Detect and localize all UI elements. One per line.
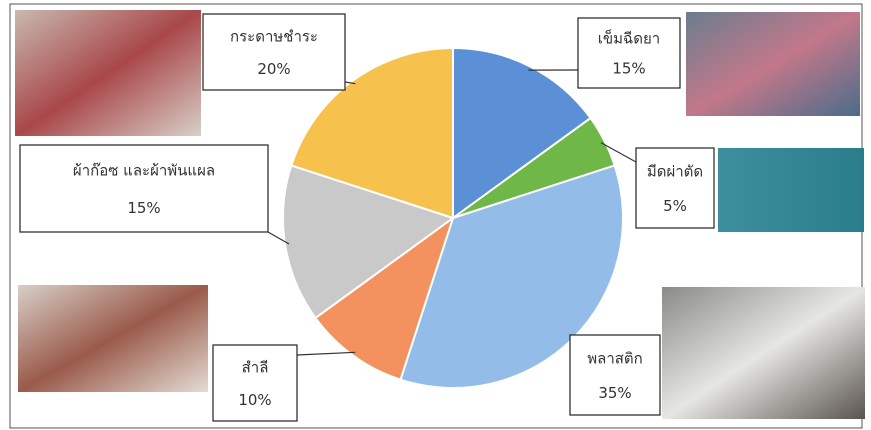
category-label: สำลี [242,358,269,376]
photo [686,12,860,116]
value-label: 20% [257,60,290,78]
category-label: ผ้าก๊อซ และผ้าพันแผล [73,162,215,180]
value-label: 10% [238,391,271,409]
value-label: 35% [598,384,631,402]
photo [662,287,865,419]
category-label: พลาสติก [587,350,642,368]
leader-line [267,231,290,245]
leader-line [296,351,356,356]
label-box [569,334,661,416]
label-box [19,144,269,233]
leader-line [344,81,356,85]
category-label: เข็มฉีดยา [598,29,660,48]
label-box [635,147,715,229]
photo [15,10,201,136]
pie-slice [452,46,592,220]
category-label: มีดผ่าตัด [647,163,703,181]
category-label: กระดาษชำระ [230,27,318,45]
value-label: 15% [127,199,160,217]
value-label: 5% [663,197,687,215]
label-box [577,17,681,89]
pie-slice [314,215,455,381]
label-box [202,13,346,91]
label-box [212,344,298,422]
pie-slice [290,46,454,220]
photo [718,148,864,232]
leader-line [600,142,637,163]
value-label: 15% [612,60,645,78]
pie-slice [282,164,456,320]
photo [18,285,208,392]
